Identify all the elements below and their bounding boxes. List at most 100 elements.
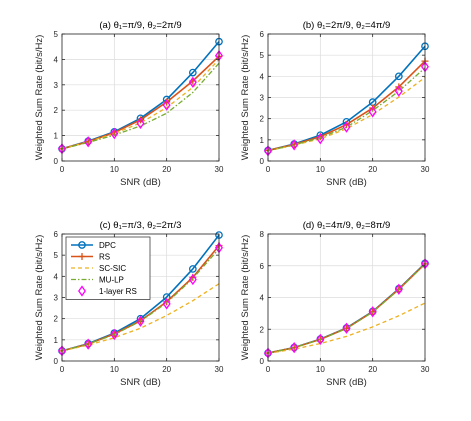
panel-title: (d) θ₁=4π/9, θ₂=8π/9: [303, 220, 391, 231]
legend-entry-dpc: DPC: [99, 241, 116, 250]
y-tick-label: 0: [260, 157, 265, 166]
y-axis-label: Weighted Sum Rate (bit/s/Hz): [240, 235, 251, 360]
series-line-mu-lp: [61, 62, 220, 150]
y-axis-label: Weighted Sum Rate (bit/s/Hz): [240, 35, 251, 160]
legend-marker-rs: [78, 253, 86, 260]
x-axis-label: SNR (dB): [326, 177, 367, 188]
y-tick-label: 6: [54, 230, 59, 239]
data-point-1-layer-rs: [84, 136, 93, 148]
y-tick-label: 1: [54, 336, 59, 345]
x-tick-label: 0: [266, 165, 271, 174]
x-tick-label: 10: [110, 365, 119, 374]
data-point-1-layer-rs: [342, 322, 351, 334]
y-tick-label: 2: [54, 106, 59, 115]
series-line-sc-sic: [61, 283, 220, 352]
x-tick-label: 0: [60, 365, 65, 374]
y-tick-label: 4: [260, 72, 265, 81]
data-point-1-layer-rs: [136, 117, 145, 130]
legend: DPC RS SC-SIC MU-LP 1-layer RS: [65, 236, 151, 300]
y-tick-label: 1: [260, 136, 265, 145]
y-tick-label: 6: [260, 30, 265, 39]
data-point-1-layer-rs: [368, 106, 377, 118]
y-tick-label: 3: [54, 81, 59, 90]
data-point-1-layer-rs: [84, 338, 93, 350]
y-tick-label: 1: [54, 132, 59, 141]
x-axis-label: SNR (dB): [120, 377, 161, 388]
data-point-1-layer-rs: [188, 76, 197, 88]
data-point-1-layer-rs: [394, 283, 403, 295]
series-line-sc-sic: [267, 76, 426, 152]
panel-title: (a) θ₁=π/9, θ₂=2π/9: [99, 20, 181, 31]
series-sc-sic: [267, 76, 426, 152]
data-point-1-layer-rs: [162, 298, 171, 310]
legend-marker-1-layer-rs: [78, 285, 86, 297]
data-point-1-layer-rs: [368, 306, 377, 318]
data-point-rs: [369, 308, 377, 316]
data-point-1-layer-rs: [316, 133, 325, 145]
legend-marker-dpc: [78, 241, 86, 249]
legend-entry-1-layer-rs: 1-layer RS: [99, 287, 137, 296]
data-point-dpc: [394, 72, 403, 81]
axes-box: [61, 33, 220, 162]
y-tick-label: 2: [54, 315, 59, 324]
y-tick-label: 4: [54, 55, 59, 64]
y-tick-label: 4: [54, 272, 59, 281]
data-point-1-layer-rs: [342, 121, 351, 133]
legend-entry-mu-lp: MU-LP: [99, 276, 124, 285]
x-tick-label: 20: [162, 165, 171, 174]
data-point-dpc: [188, 265, 197, 273]
data-point-1-layer-rs: [316, 333, 325, 346]
y-axis-label: Weighted Sum Rate (bit/s/Hz): [34, 35, 45, 160]
x-tick-label: 30: [215, 365, 224, 374]
panel-title: (b) θ₁=2π/9, θ₂=4π/9: [303, 20, 391, 31]
y-tick-label: 0: [54, 157, 59, 166]
y-tick-label: 0: [54, 357, 59, 366]
data-point-1-layer-rs: [110, 328, 119, 341]
y-tick-label: 8: [260, 230, 265, 239]
series-sc-sic: [267, 302, 426, 355]
y-tick-label: 5: [260, 51, 265, 60]
y-tick-label: 5: [54, 30, 59, 39]
data-point-dpc: [188, 68, 197, 77]
data-point-1-layer-rs: [188, 273, 197, 286]
x-tick-label: 30: [421, 165, 430, 174]
series-sc-sic: [61, 283, 220, 352]
y-tick-label: 0: [260, 357, 265, 366]
x-tick-label: 20: [368, 365, 377, 374]
x-tick-label: 10: [316, 365, 325, 374]
x-axis-label: SNR (dB): [326, 377, 367, 388]
data-point-1-layer-rs: [290, 342, 299, 354]
panel-3: 0 10 20 30 0 1 2 3 4 5 6 (c) θ₁=π/3, θ₂=2π/3 SNR (dB…: [34, 220, 224, 388]
x-tick-label: 10: [316, 165, 325, 174]
x-tick-label: 30: [421, 365, 430, 374]
series-line-mu-lp: [267, 263, 426, 354]
y-tick-label: 4: [260, 294, 265, 303]
data-point-1-layer-rs: [110, 127, 119, 140]
x-tick-label: 10: [110, 165, 119, 174]
panel-1: 0 10 20 30 0 1 2 3 4 5 (a) θ₁=π/9, θ₂=2π/9 SNR (dB)…: [34, 20, 224, 188]
x-axis-label: SNR (dB): [120, 177, 161, 188]
panel-2: 0 10 20 30 0 1 2 3 4 5 6 (b) θ₁=2π/9, θ₂=4π/9 SNR (d…: [240, 20, 430, 188]
series-line-sc-sic: [267, 302, 426, 355]
series-mu-lp: [61, 248, 220, 352]
data-point-1-layer-rs: [394, 85, 403, 97]
y-tick-label: 3: [54, 294, 59, 303]
y-axis-label: Weighted Sum Rate (bit/s/Hz): [34, 235, 45, 360]
data-point-rs: [343, 324, 350, 332]
legend-entry-sc-sic: SC-SIC: [99, 264, 126, 273]
x-tick-label: 20: [368, 165, 377, 174]
series-line-mu-lp: [61, 248, 220, 352]
data-point-1-layer-rs: [136, 315, 145, 327]
legend-entry-rs: RS: [99, 253, 110, 262]
x-tick-label: 20: [162, 365, 171, 374]
data-point-1-layer-rs: [162, 99, 171, 111]
panel-4: 0 10 20 30 0 2 4 6 8 (d) θ₁=4π/9, θ₂=8π/9 SNR (dB)…: [240, 220, 430, 388]
x-tick-label: 30: [215, 165, 224, 174]
y-tick-label: 2: [260, 325, 265, 334]
y-tick-label: 5: [54, 251, 59, 260]
data-point-1-layer-rs: [290, 139, 299, 151]
y-tick-label: 2: [260, 115, 265, 124]
y-tick-label: 6: [260, 262, 265, 271]
panel-title: (c) θ₁=π/3, θ₂=2π/3: [100, 220, 182, 231]
